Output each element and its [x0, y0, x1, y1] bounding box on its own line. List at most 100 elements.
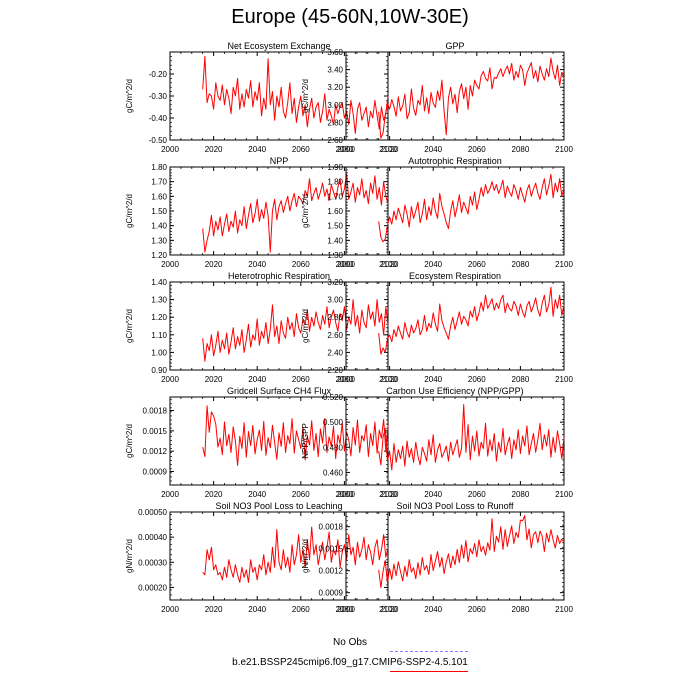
x-tick-label: 2020 — [205, 490, 223, 499]
y-tick-label: -0.20 — [149, 70, 168, 79]
y-tick-label: 1.50 — [151, 207, 167, 216]
x-tick-label: 2060 — [292, 145, 310, 154]
y-tick-label: 2.60 — [327, 136, 343, 145]
x-tick-label: 2080 — [336, 260, 354, 269]
y-tick-label: 1.00 — [151, 348, 167, 357]
panel-title: Soil NO3 Pool Loss to Leaching — [215, 501, 342, 511]
x-tick-label: 2060 — [292, 490, 310, 499]
x-tick-label: 2060 — [468, 260, 486, 269]
panel-1: GPP 2000 2020 2040 2060 2080 2100 2.60 2.80 3.00 3… — [301, 41, 573, 154]
y-tick-label: 1.10 — [151, 331, 167, 340]
y-tick-label: 1.40 — [151, 278, 167, 287]
y-axis-label: gC/m^2/d — [125, 79, 134, 113]
y-axis-label: gC/m^2/d — [125, 194, 134, 228]
x-tick-label: 2020 — [205, 145, 223, 154]
y-tick-label: 1.20 — [151, 313, 167, 322]
x-tick-label: 2040 — [248, 145, 266, 154]
panel-title: Carbon Use Efficiency (NPP/GPP) — [386, 386, 523, 396]
x-tick-label: 2000 — [161, 375, 179, 384]
x-tick-label: 2080 — [336, 375, 354, 384]
series-line — [378, 57, 565, 139]
series-line — [378, 173, 565, 243]
panel-title: Heterotrophic Respiration — [228, 271, 330, 281]
x-tick-label: 2020 — [381, 260, 399, 269]
x-tick-label: 2080 — [512, 490, 530, 499]
panel-frame — [169, 51, 389, 141]
y-axis-label: gN/m^2/d — [125, 539, 134, 573]
y-tick-label: 1.80 — [151, 163, 167, 172]
x-tick-label: 2080 — [512, 260, 530, 269]
y-tick-label: 1.50 — [327, 222, 343, 231]
panel-5: Ecosystem Respiration 2000 2020 2040 2060 208… — [301, 271, 573, 384]
y-tick-label: 1.70 — [151, 178, 167, 187]
x-tick-label: 2060 — [468, 605, 486, 614]
y-tick-label: 0.0009 — [143, 467, 168, 476]
x-tick-label: 2020 — [205, 260, 223, 269]
x-tick-label: 2020 — [205, 605, 223, 614]
y-tick-label: 0.0018 — [319, 523, 344, 532]
x-tick-label: 2100 — [379, 145, 397, 154]
panel-frame — [169, 166, 389, 256]
y-axis-label: NPP/GPP — [301, 423, 310, 459]
legend-case-swatch — [390, 671, 468, 672]
y-tick-label: 1.60 — [327, 207, 343, 216]
y-axis-label: gC/m^2/d — [125, 309, 134, 343]
x-tick-label: 2100 — [555, 490, 573, 499]
y-axis-label: gN/m^2/d — [301, 539, 310, 573]
y-tick-label: 1.40 — [327, 236, 343, 245]
x-tick-label: 2100 — [379, 260, 397, 269]
y-axis-label: gC/m^2/d — [301, 194, 310, 228]
y-axis-label: gC/m^2/d — [301, 79, 310, 113]
x-tick-label: 2040 — [424, 375, 442, 384]
y-tick-label: 1.60 — [151, 192, 167, 201]
x-tick-label: 2060 — [292, 375, 310, 384]
x-tick-label: 2000 — [337, 375, 355, 384]
y-tick-label: 0.0012 — [143, 447, 168, 456]
y-tick-label: 1.80 — [327, 178, 343, 187]
y-tick-label: 2.80 — [327, 313, 343, 322]
y-tick-label: 0.90 — [151, 366, 167, 375]
panel-title: Net Ecosystem Exchange — [227, 41, 330, 51]
panel-title: Soil NO3 Pool Loss to Runoff — [397, 501, 514, 511]
x-tick-label: 2060 — [292, 260, 310, 269]
x-tick-label: 2000 — [337, 260, 355, 269]
series-line — [202, 526, 389, 583]
y-tick-label: 3.40 — [327, 66, 343, 75]
y-tick-label: 1.30 — [327, 251, 343, 260]
y-tick-label: 3.20 — [327, 278, 343, 287]
y-tick-label: 0.500 — [323, 418, 344, 427]
y-tick-label: 0.00020 — [138, 583, 167, 592]
y-tick-label: 0.00050 — [138, 508, 167, 517]
x-tick-label: 2100 — [379, 490, 397, 499]
y-tick-label: 3.60 — [327, 48, 343, 57]
series-line — [202, 299, 389, 362]
x-tick-label: 2100 — [555, 260, 573, 269]
x-tick-label: 2040 — [248, 605, 266, 614]
y-tick-label: 0.520 — [323, 393, 344, 402]
x-tick-label: 2040 — [248, 490, 266, 499]
series-line — [202, 405, 389, 466]
series-line — [202, 173, 389, 253]
x-tick-label: 2040 — [424, 490, 442, 499]
y-tick-label: 1.90 — [327, 163, 343, 172]
x-tick-label: 2020 — [381, 375, 399, 384]
panel-4: Heterotrophic Respiration 2000 2020 2040 206… — [125, 271, 397, 384]
series-line — [378, 515, 565, 589]
y-tick-label: 2.20 — [327, 366, 343, 375]
series-line — [202, 55, 389, 134]
panel-frame — [345, 281, 565, 371]
legend-obs-label: No Obs — [333, 637, 367, 648]
x-tick-label: 2000 — [337, 145, 355, 154]
x-tick-label: 2100 — [379, 605, 397, 614]
series-line — [378, 286, 565, 355]
x-tick-label: 2080 — [512, 145, 530, 154]
x-tick-label: 2000 — [161, 260, 179, 269]
panel-2: NPP 2000 2020 2040 2060 2080 2100 1.20 1.30 1.40 1… — [125, 156, 397, 269]
y-tick-label: 0.00040 — [138, 533, 167, 542]
y-tick-label: 2.80 — [327, 118, 343, 127]
y-tick-label: 0.460 — [323, 468, 344, 477]
x-tick-label: 2100 — [555, 605, 573, 614]
y-tick-label: 3.00 — [327, 296, 343, 305]
x-tick-label: 2040 — [424, 260, 442, 269]
y-tick-label: 0.0009 — [319, 589, 344, 598]
